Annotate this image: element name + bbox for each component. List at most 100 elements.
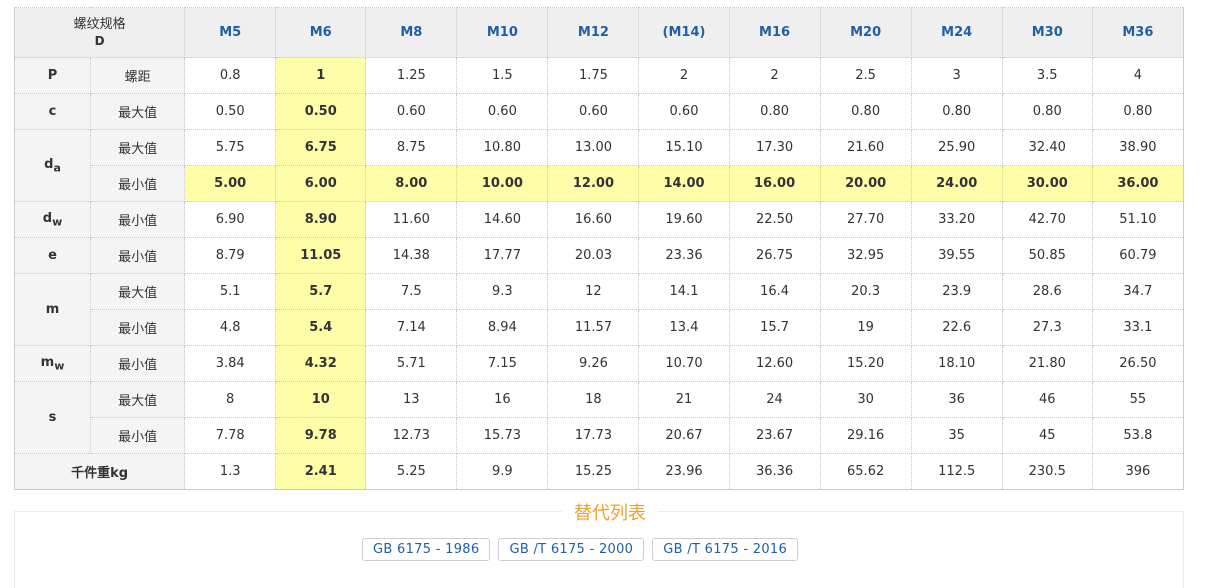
table-row: da 最大值 5.75 6.75 8.75 10.80 13.00 15.10 17.30 21.… [13,129,1185,202]
table-cell: 14.60 [456,201,549,238]
table-cell: 7.78 [184,417,277,454]
table-cell: 2.5 [819,57,912,94]
table-cell: 9.78 [275,417,367,454]
table-cell: 17.73 [547,417,640,454]
table-cell: 27.3 [1001,309,1093,346]
table-cell: 20.03 [547,237,640,274]
table-cell: 23.67 [728,417,821,454]
table-cell: 55 [1091,381,1185,418]
table-cell: 30.00 [1001,165,1093,202]
table-cell: 0.80 [1091,93,1185,130]
table-cell: 1.25 [365,57,458,94]
table-row: m 最大值 5.1 5.7 7.5 9.3 12 14.1 16.4 20.3 23.9 28.6 34… [13,273,1185,346]
table-cell: 35 [910,417,1003,454]
value-type-label: 最大值 [90,273,186,310]
size-header: M30 [1001,7,1093,58]
table-cell: 13.00 [547,129,640,166]
table-cell: 11.05 [275,237,367,274]
parameter-symbol-text: m [45,302,60,317]
alternative-standard-link[interactable]: GB /T 6175 - 2000 [498,538,645,561]
parameter-symbol: e [13,237,92,274]
table-cell: 6.75 [275,129,367,166]
table-cell: 32.95 [819,237,912,274]
table-cell: 14.38 [365,237,458,274]
value-type-label: 最小值 [90,345,186,382]
table-cell: 30 [819,381,912,418]
table-row: mw 最小值 3.84 4.32 5.71 7.15 9.26 10.70 12.60 15.20… [13,345,1185,382]
alternative-standard-link[interactable]: GB /T 6175 - 2016 [652,538,799,561]
table-cell: 1.75 [547,57,640,94]
table-cell: 15.10 [638,129,730,166]
table-cell: 34.7 [1091,273,1185,310]
table-row: 最小值 7.78 9.78 12.73 15.73 17.73 20.67 23.67 29.1… [15,417,1185,454]
table-cell: 0.60 [638,93,730,130]
table-row: 最小值 5.00 6.00 8.00 10.00 12.00 14.00 16.00 20.00… [15,165,1185,202]
thread-spec-symbol: D [94,33,105,48]
table-cell: 13.4 [638,309,730,346]
table-row: c 最大值 0.50 0.50 0.60 0.60 0.60 0.60 0.80 0.80 0.80… [13,93,1185,130]
table-cell: 4.8 [184,309,277,346]
table-cell: 36 [910,381,1003,418]
value-type-label: 最小值 [90,309,186,346]
table-cell: 53.8 [1091,417,1185,454]
table-cell: 0.80 [1001,93,1093,130]
table-cell: 6.90 [184,201,277,238]
table-cell: 24.00 [910,165,1003,202]
table-cell: 7.14 [365,309,458,346]
parameter-symbol: m [13,273,92,346]
parameter-symbol-text: P [47,68,58,83]
parameter-symbol: c [13,93,92,130]
table-cell: 21.80 [1001,345,1093,382]
weight-cell: 9.9 [456,453,549,490]
size-header: M8 [365,7,458,58]
table-cell: 0.80 [910,93,1003,130]
table-cell: 0.8 [184,57,277,94]
weight-cell: 23.96 [638,453,730,490]
parameter-subscript: a [53,161,61,175]
alternatives-title: 替代列表 [0,499,1220,525]
table-cell: 17.30 [728,129,821,166]
size-header: M6 [275,7,367,58]
alternative-standard-link[interactable]: GB 6175 - 1986 [362,538,491,561]
table-cell: 60.79 [1091,237,1185,274]
value-type-label: 最大值 [90,129,186,166]
table-cell: 19 [819,309,912,346]
table-cell: 2 [638,57,730,94]
weight-cell: 396 [1091,453,1185,490]
table-cell: 32.40 [1001,129,1093,166]
table-cell: 7.5 [365,273,458,310]
weight-cell: 65.62 [819,453,912,490]
table-cell: 8.75 [365,129,458,166]
weight-cell: 5.25 [365,453,458,490]
parameter-symbol: dw [13,201,92,238]
parameter-symbol-text: d [42,210,53,226]
table-cell: 1 [275,57,367,94]
thread-spec-header: 螺纹规格 D [13,7,186,58]
table-cell: 0.80 [819,93,912,130]
header-row: 螺纹规格 D M5 M6 M8 M10 M12 (M14) M16 M20 M2… [13,7,1185,58]
table-cell: 5.7 [275,273,367,310]
table-cell: 20.3 [819,273,912,310]
table-cell: 13 [365,381,458,418]
table-cell: 0.50 [275,93,367,130]
table-cell: 24 [728,381,821,418]
table-cell: 10.00 [456,165,549,202]
table-cell: 5.1 [184,273,277,310]
table-cell: 5.75 [184,129,277,166]
value-type-label: 最大值 [90,93,186,130]
weight-cell: 2.41 [275,453,367,490]
table-cell: 8.00 [365,165,458,202]
parameter-subscript: w [52,215,63,229]
table-cell: 0.60 [547,93,640,130]
parameter-symbol-text: s [48,410,57,425]
table-cell: 12.73 [365,417,458,454]
table-row: dw 最小值 6.90 8.90 11.60 14.60 16.60 19.60 22.50 27… [13,201,1185,238]
table-cell: 10.70 [638,345,730,382]
table-cell: 8.94 [456,309,549,346]
table-cell: 15.73 [456,417,549,454]
table-cell: 15.20 [819,345,912,382]
value-type-label: 最小值 [90,237,186,274]
table-cell: 12.00 [547,165,640,202]
table-cell: 21 [638,381,730,418]
table-cell: 22.6 [910,309,1003,346]
